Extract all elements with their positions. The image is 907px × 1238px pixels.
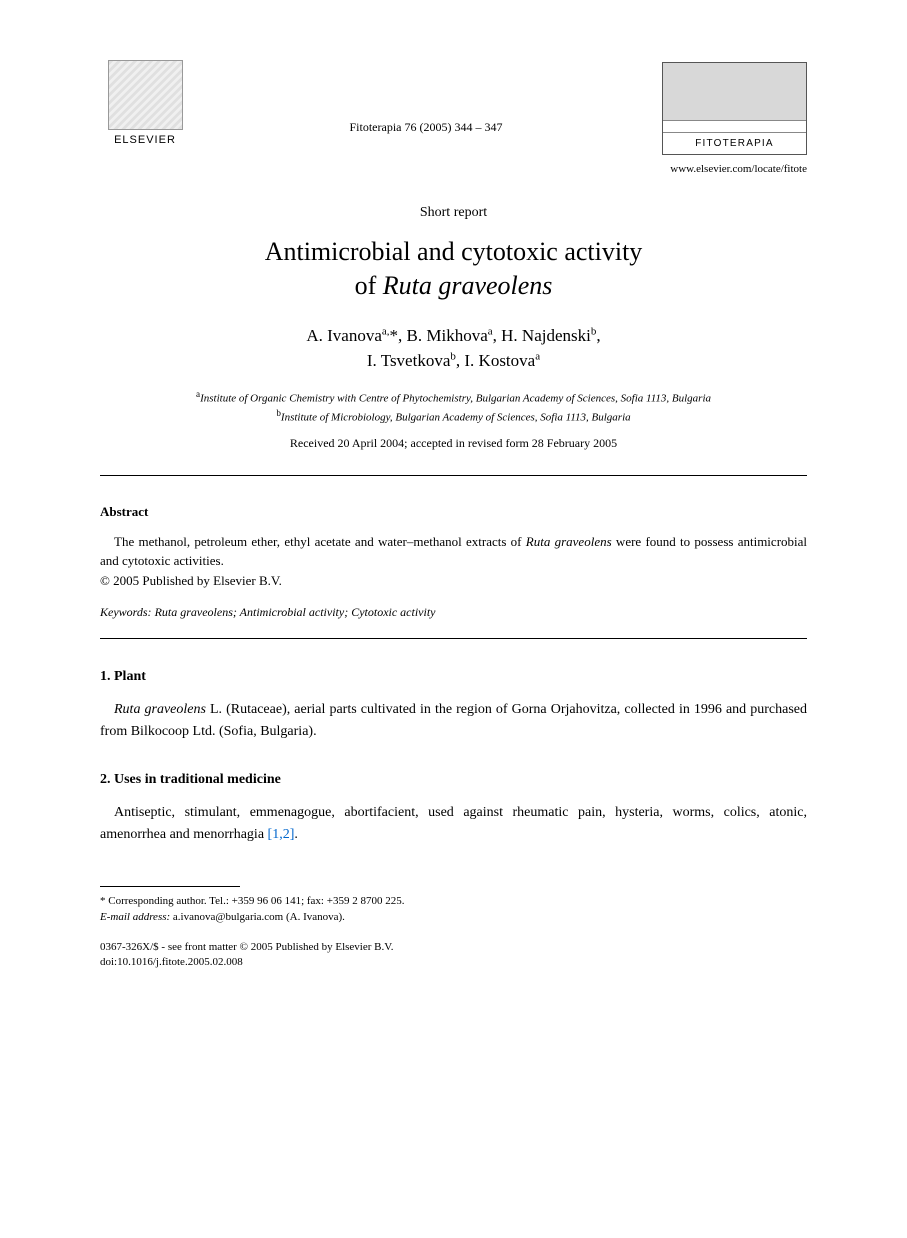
affiliations: aInstitute of Organic Chemistry with Cen… xyxy=(100,388,807,426)
citation-link[interactable]: [1,2] xyxy=(268,827,295,842)
journal-block: FITOTERAPIA xyxy=(662,62,807,155)
abstract-species: Ruta graveolens xyxy=(526,534,612,549)
journal-cover-box: FITOTERAPIA xyxy=(662,62,807,155)
title-line1: Antimicrobial and cytotoxic activity xyxy=(265,237,643,266)
section-uses: 2. Uses in traditional medicine Antisept… xyxy=(100,772,807,845)
keywords-label: Keywords: xyxy=(100,605,155,619)
title-line2-prefix: of xyxy=(355,271,383,300)
keywords-rest: ; Antimicrobial activity; Cytotoxic acti… xyxy=(233,605,436,619)
section-2-text: Antiseptic, stimulant, emmenagogue, abor… xyxy=(100,802,807,845)
email-address: a.ivanova@bulgaria.com (A. Ivanova). xyxy=(170,911,345,923)
divider-top xyxy=(100,475,807,476)
abstract-text: The methanol, petroleum ether, ethyl ace… xyxy=(100,532,807,571)
author-2: , B. Mikhova xyxy=(398,326,488,345)
abstract-section: Abstract The methanol, petroleum ether, … xyxy=(100,504,807,620)
header-row: ELSEVIER Fitoterapia 76 (2005) 344 – 347… xyxy=(100,60,807,155)
publisher-logo: ELSEVIER xyxy=(100,60,190,155)
affiliation-b: Institute of Microbiology, Bulgarian Aca… xyxy=(281,411,631,423)
section-1-text: Ruta graveolens L. (Rutaceae), aerial pa… xyxy=(100,699,807,742)
corresponding-author-note: * Corresponding author. Tel.: +359 96 06… xyxy=(100,893,807,926)
corr-label: * Corresponding author. Tel.: +359 96 06… xyxy=(100,895,404,907)
abstract-copyright: © 2005 Published by Elsevier B.V. xyxy=(100,573,807,589)
corresponding-star: * xyxy=(390,326,399,345)
author-5-affil: a xyxy=(535,350,540,362)
article-title: Antimicrobial and cytotoxic activity of … xyxy=(100,235,807,303)
author-1-affil: a, xyxy=(382,325,390,337)
author-3: , H. Najdenski xyxy=(493,326,591,345)
author-1: A. Ivanova xyxy=(306,326,382,345)
publication-info: 0367-326X/$ - see front matter © 2005 Pu… xyxy=(100,940,807,971)
affiliation-a: Institute of Organic Chemistry with Cent… xyxy=(200,392,711,404)
elsevier-tree-icon xyxy=(108,60,183,130)
keywords: Keywords: Ruta graveolens; Antimicrobial… xyxy=(100,605,807,620)
journal-spacer xyxy=(663,121,806,133)
section-1-heading: 1. Plant xyxy=(100,669,807,685)
author-4: I. Tsvetkova xyxy=(367,351,450,370)
title-species: Ruta graveolens xyxy=(383,271,553,300)
citation: Fitoterapia 76 (2005) 344 – 347 xyxy=(190,120,662,155)
keywords-species: Ruta graveolens xyxy=(155,605,233,619)
issn-line: 0367-326X/$ - see front matter © 2005 Pu… xyxy=(100,941,394,953)
abstract-heading: Abstract xyxy=(100,504,807,520)
section-plant: 1. Plant Ruta graveolens L. (Rutaceae), … xyxy=(100,669,807,742)
footer-separator xyxy=(100,886,240,887)
author-5: , I. Kostova xyxy=(456,351,535,370)
journal-title: FITOTERAPIA xyxy=(663,133,806,154)
section-1-species: Ruta graveolens xyxy=(114,702,206,717)
doi-line: doi:10.1016/j.fitote.2005.02.008 xyxy=(100,956,243,968)
journal-cover-image xyxy=(663,63,806,121)
divider-abstract xyxy=(100,638,807,639)
article-type: Short report xyxy=(100,205,807,221)
publisher-label: ELSEVIER xyxy=(114,134,176,146)
journal-url[interactable]: www.elsevier.com/locate/fitote xyxy=(100,163,807,175)
article-dates: Received 20 April 2004; accepted in revi… xyxy=(100,436,807,451)
email-label: E-mail address: xyxy=(100,911,170,923)
section-2-heading: 2. Uses in traditional medicine xyxy=(100,772,807,788)
author-list: A. Ivanovaa,*, B. Mikhova a , H. Najdenski… xyxy=(100,323,807,374)
